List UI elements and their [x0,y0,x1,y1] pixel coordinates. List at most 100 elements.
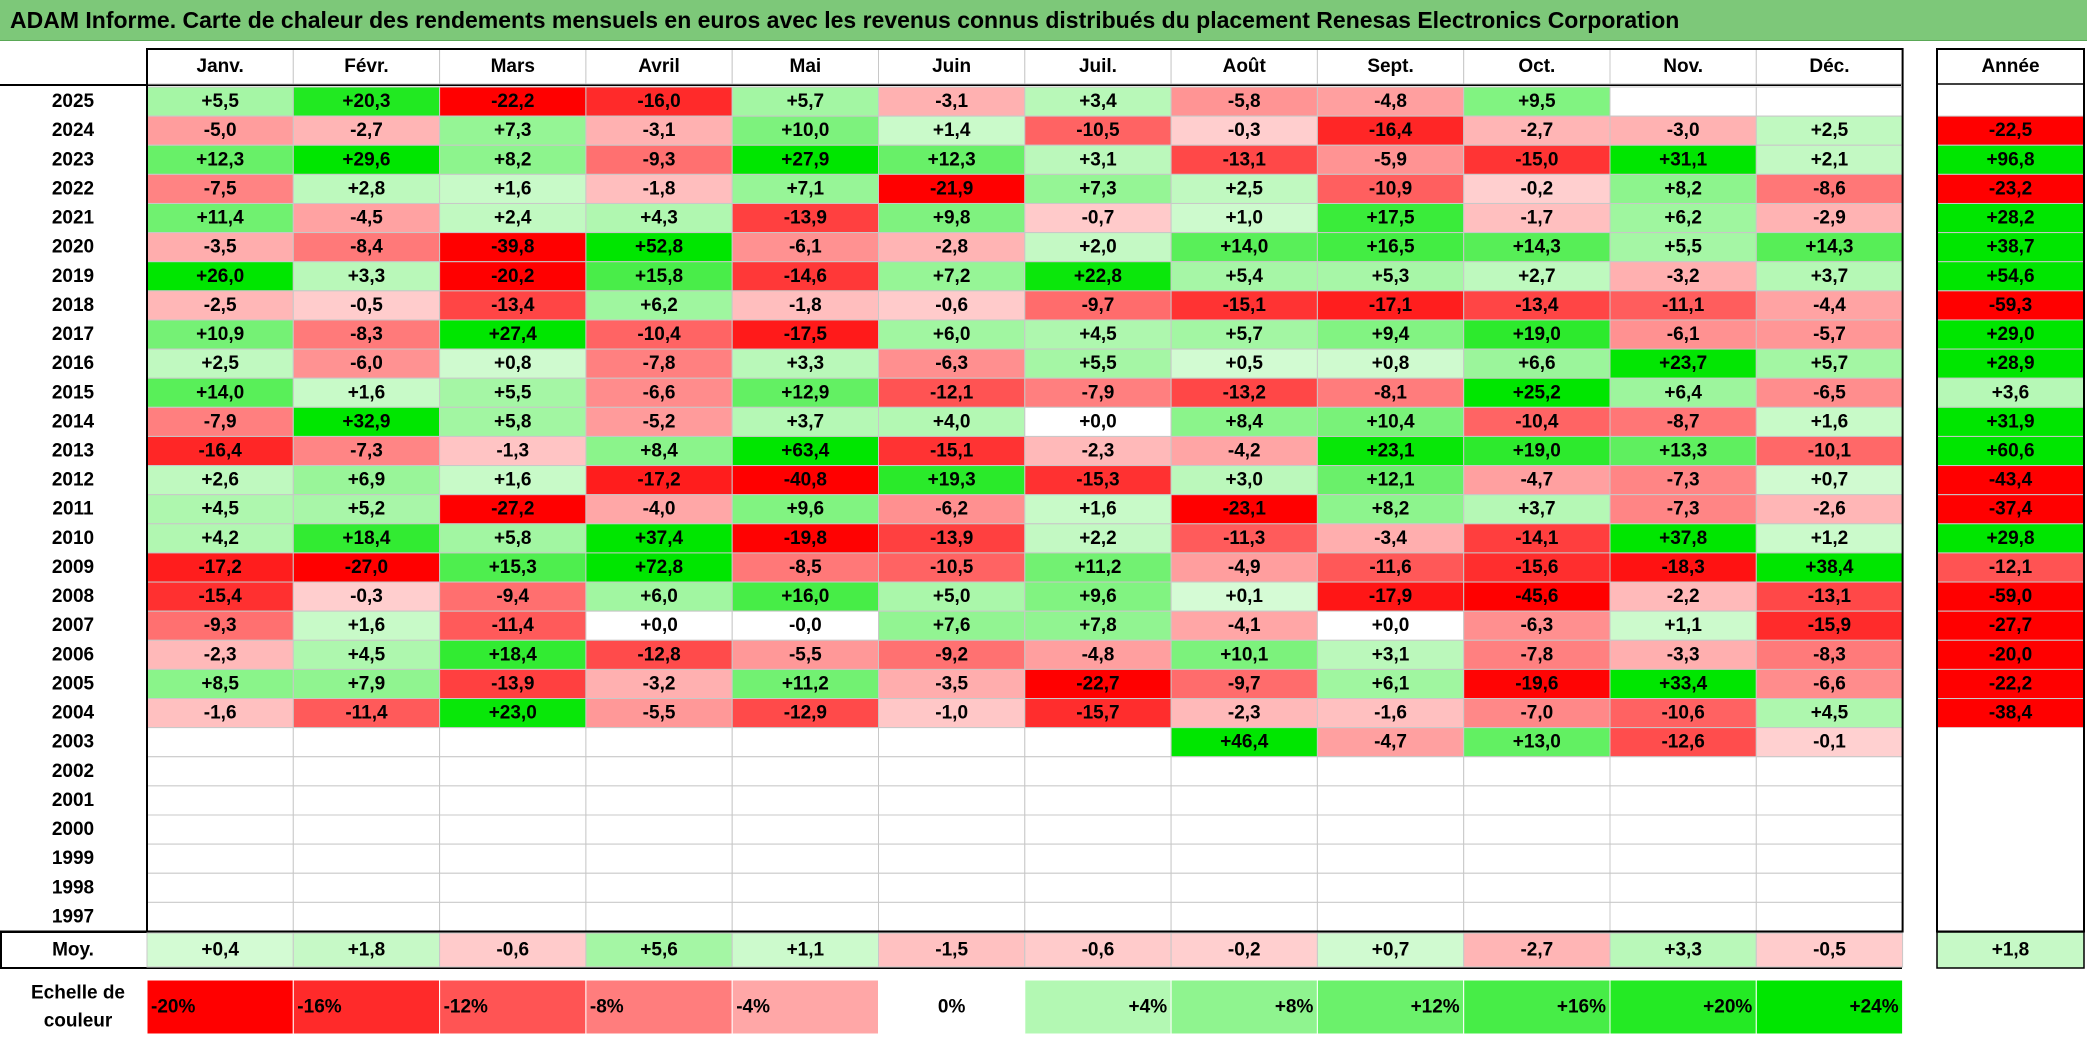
heatmap-cell [878,872,1026,903]
heatmap-cell [1463,523,1611,554]
cell-value: -10,9 [1369,178,1412,199]
heatmap-cell [878,465,1026,496]
month-header-1: Févr. [344,56,388,77]
cell-value: +6,6 [1518,353,1556,374]
heatmap-cell [585,86,733,117]
heatmap-cell [1170,668,1318,700]
heatmap-cell [878,144,1026,175]
heatmap-cell [292,901,441,932]
annual-value: +29,0 [1986,324,2034,345]
heatmap-cell [1463,785,1611,816]
heatmap-cell [585,144,733,175]
heatmap-cell [585,668,733,700]
average-value: +0,4 [201,940,239,961]
cell-value: -13,1 [1808,586,1852,607]
heatmap-cell [1755,319,1904,350]
annual-cell [1936,232,2085,263]
heatmap-cell [585,552,733,583]
year-label-2013: 2013 [52,441,94,462]
cell-value: -3,4 [1374,528,1407,549]
heatmap-cell [292,494,441,525]
cell-value: -10,6 [1661,703,1704,724]
heatmap-cell [292,756,441,787]
cell-value: -9,3 [643,149,676,170]
heatmap-cell [292,144,441,175]
annual-cell [1937,785,2084,815]
cell-value: -0,3 [1228,120,1261,141]
heatmap-cell [731,377,880,408]
heatmap-cell [1024,727,1172,758]
month-header-cell [1463,48,1611,85]
heatmap-cell [292,872,441,903]
annual-cell [1937,756,2084,786]
heatmap-cell [1755,901,1904,932]
heatmap-cell [1170,901,1318,932]
heatmap-cell [878,785,1026,816]
cell-value: +6,0 [640,586,678,607]
heatmap-cell [1316,814,1465,845]
heatmap-cell [731,173,880,204]
month-header-10: Nov. [1663,56,1703,77]
heatmap-cell [439,610,587,641]
cell-value: +13,3 [1659,441,1707,462]
month-header-cell [1755,48,1904,85]
year-label-2001: 2001 [52,790,95,811]
heatmap-cell [1463,901,1611,932]
month-header-cell [1170,48,1318,85]
cell-value: -7,3 [1667,499,1700,520]
cell-value: -13,4 [491,295,535,316]
cell-value: +10,0 [781,120,829,141]
heatmap-cell [731,901,880,932]
year-label-2009: 2009 [52,557,94,578]
heatmap-cell [878,901,1026,932]
heatmap-cell [878,494,1026,525]
scale-label: 0% [938,997,966,1018]
scale-label: +8% [1275,997,1314,1018]
heatmap-cell [439,465,587,496]
scale-label: -8% [590,997,624,1018]
cell-value: +2,6 [201,470,239,491]
heatmap-cell [1463,552,1611,583]
cell-value: -7,0 [1520,703,1553,724]
heatmap-cell [439,843,587,874]
cell-value: +27,9 [781,149,829,170]
cell-value: +6,2 [1664,208,1702,229]
average-cell [1755,932,1904,968]
heatmap-cell [1463,814,1611,845]
heatmap-cell [731,756,880,787]
heatmap-cell [1463,202,1611,234]
cell-value: +0,8 [1372,353,1410,374]
cell-value: +1,6 [494,178,532,199]
cell-value: +10,9 [196,324,244,345]
cell-value: +2,2 [1079,528,1117,549]
year-label-2025: 2025 [52,91,95,112]
cell-value: -7,9 [204,411,237,432]
heatmap-cell [439,698,587,729]
heatmap-cell [878,523,1026,554]
cell-value: +2,5 [1811,120,1849,141]
heatmap-cell [878,290,1026,321]
cell-value: +12,3 [928,149,976,170]
heatmap-cell [731,872,880,903]
cell-value: +27,4 [489,324,538,345]
cell-value: -10,4 [1515,411,1559,432]
month-header-cell [731,48,880,85]
month-header-9: Oct. [1518,56,1555,77]
cell-value: -13,9 [930,528,973,549]
cell-value: +0,1 [1225,586,1263,607]
cell-value: -3,0 [1667,120,1700,141]
heatmap-cell [1024,319,1172,350]
cell-value: -19,8 [784,528,827,549]
heatmap-cell [292,610,441,641]
cell-value: -14,6 [784,266,827,287]
cell-value: +0,0 [1372,615,1410,636]
annual-value: -37,4 [1989,499,2033,520]
heatmap-cell [1609,698,1757,729]
cell-value: +3,7 [1811,266,1849,287]
heatmap-cell [439,901,587,932]
cell-value: -17,5 [784,324,828,345]
cell-value: -2,8 [935,237,968,258]
cell-value: -22,2 [491,91,534,112]
cell-value: +25,2 [1513,382,1561,403]
month-header-4: Mai [790,56,822,77]
